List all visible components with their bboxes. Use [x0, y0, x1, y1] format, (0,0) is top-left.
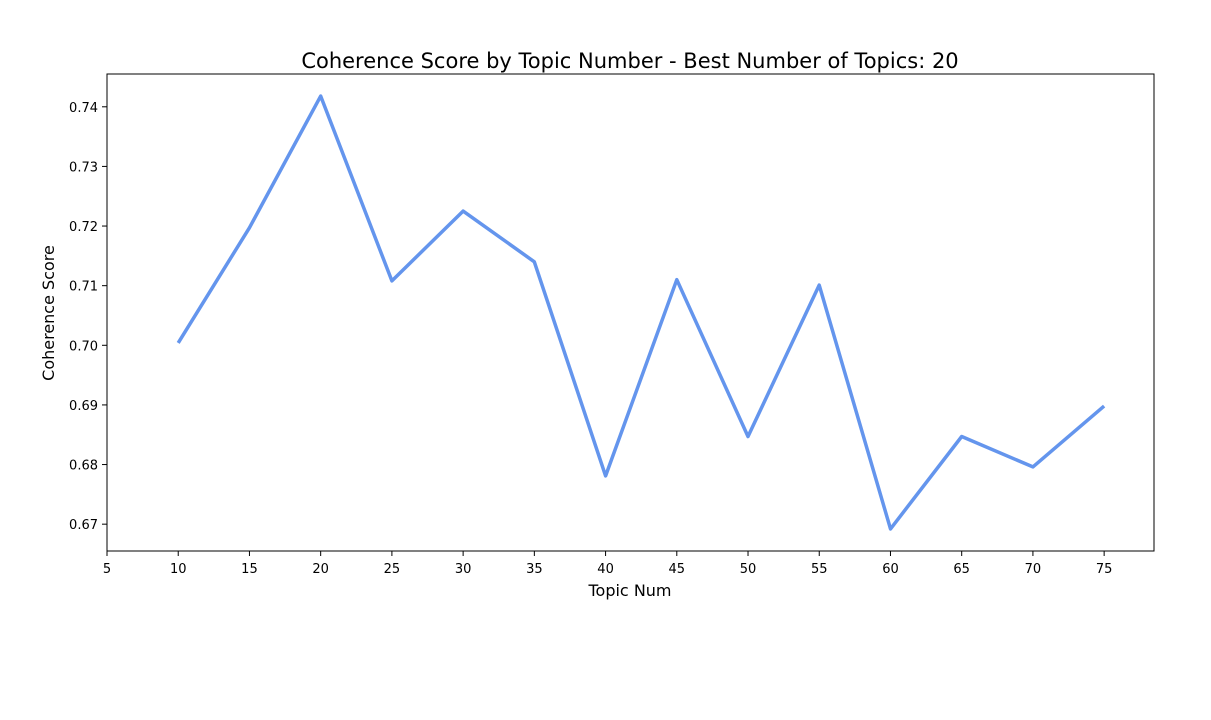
y-tick-label-6: 0.73 — [69, 160, 98, 175]
y-tick-label-0: 0.67 — [69, 518, 98, 533]
y-tick-label-3: 0.70 — [69, 339, 98, 354]
x-tick-label-70: 70 — [1025, 562, 1042, 577]
x-tick-label-65: 65 — [953, 562, 970, 577]
y-axis-label: Coherence Score — [39, 245, 58, 381]
x-tick-label-50: 50 — [740, 562, 757, 577]
x-tick-label-25: 25 — [384, 562, 401, 577]
y-tick-label-4: 0.71 — [69, 280, 98, 295]
x-tick-label-60: 60 — [882, 562, 899, 577]
x-tick-label-5: 5 — [103, 562, 111, 577]
x-tick-label-10: 10 — [170, 562, 187, 577]
x-tick-label-35: 35 — [526, 562, 543, 577]
y-tick-label-7: 0.74 — [69, 101, 98, 116]
series-line-0 — [176, 94, 1106, 531]
y-tick-label-1: 0.68 — [69, 459, 98, 474]
y-tick-label-2: 0.69 — [69, 399, 98, 414]
axes-frame — [106, 73, 1155, 552]
x-tick-label-30: 30 — [455, 562, 472, 577]
x-tick-label-20: 20 — [312, 562, 329, 577]
x-tick-label-15: 15 — [241, 562, 258, 577]
x-axis-label: Topic Num — [587, 581, 671, 600]
plot-area: 5 10 15 20 25 30 35 40 45 50 55 60 65 70 75 0.67 0.68 0.6… — [69, 73, 1155, 577]
x-tick-label-40: 40 — [597, 562, 614, 577]
x-tick-label-55: 55 — [811, 562, 828, 577]
x-tick-label-45: 45 — [669, 562, 686, 577]
x-tick-label-75: 75 — [1096, 562, 1113, 577]
y-tick-label-5: 0.72 — [69, 220, 98, 235]
chart-title: Coherence Score by Topic Number - Best N… — [301, 49, 958, 73]
